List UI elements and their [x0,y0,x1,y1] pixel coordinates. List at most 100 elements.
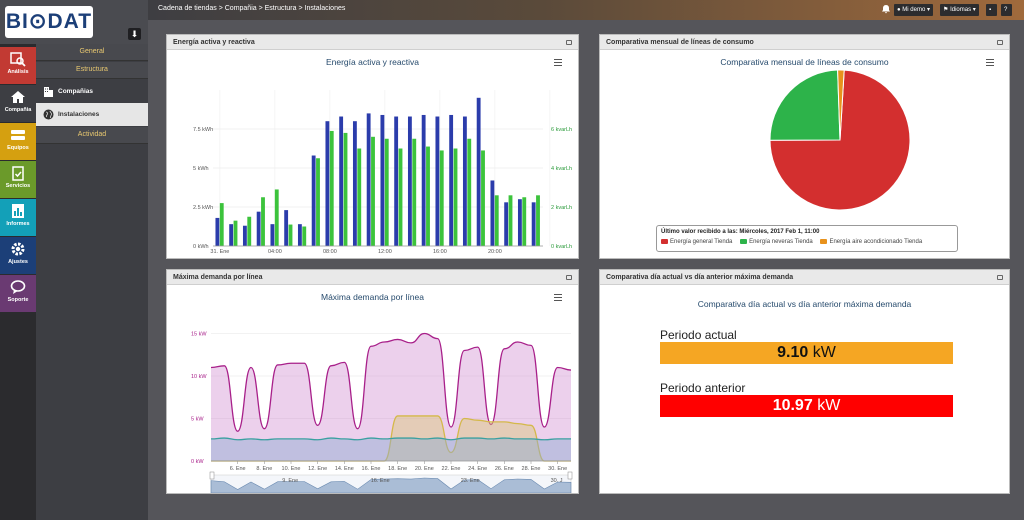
language-menu-button[interactable]: ⚑ Idiomas ▾ [940,4,979,16]
current-period-label: Periodo actual [660,328,737,342]
maximize-icon[interactable] [997,40,1003,45]
bar-reactive [329,130,334,246]
legend-item[interactable]: Energía general Tienda [661,239,732,245]
y-tick-left: 7.5 kWh [193,127,213,133]
y-tick-right: 4 kvarLh [551,166,572,172]
energy-chart: 0 kWh 2.5 kWh 5 kWh 7.5 kWh 0 kvarLh 2 kvarLh… [193,90,572,255]
rail-label: Compañia [4,107,32,113]
submenu-item-label: Instalaciones [58,111,100,118]
bar-active [394,116,399,247]
chart-menu-icon[interactable] [554,294,562,301]
bar-reactive [274,189,279,246]
save-icon[interactable]: ▪ [986,4,997,16]
language-menu-label: Idiomas [950,7,972,13]
bar-active [297,224,302,246]
chart-menu-icon[interactable] [986,59,994,66]
y-tick: 15 kW [191,332,207,338]
panel-title: Comparativa mensual de líneas de consumo [606,39,754,46]
chart-title: Comparativa mensual de líneas de consumo [720,57,889,67]
brand-logo[interactable]: BI⊙DAT [5,6,93,38]
maximize-icon[interactable] [566,275,572,280]
bar-reactive [288,224,293,246]
bar-active [284,210,289,246]
bar-active [517,199,522,246]
rail-informes[interactable]: Informes [0,199,36,236]
bar-active [490,180,495,246]
rail-label: Ajustes [8,259,28,265]
user-menu-button[interactable]: ● Mi demo ▾ [894,4,933,16]
y-tick-left: 5 kWh [193,166,209,172]
submenu-general[interactable]: General [36,44,148,61]
bar-active [407,116,412,247]
panel-header: Energía activa y reactiva [167,35,578,50]
panel-title: Comparativa día actual vs día anterior m… [606,274,794,281]
maximize-icon[interactable] [566,40,572,45]
clipboard-check-icon [12,166,24,181]
bar-reactive [508,195,513,246]
bar-reactive [233,220,238,246]
report-icon [12,204,24,218]
y-tick-right: 2 kvarLh [551,205,572,211]
y-tick-right: 0 kvarLh [551,244,572,250]
bar-reactive [384,138,389,246]
user-menu-label: Mi demo [902,7,926,13]
panel-header: Comparativa día actual vs día anterior m… [600,270,1009,285]
dashboard-content: Energía activa y reactiva Energía activa… [148,20,1024,520]
bar-active [476,97,481,246]
help-icon[interactable]: ? [1001,4,1012,16]
previous-period-value: 10.97 [772,397,813,414]
navigator-label: 23. Ene [461,478,480,484]
bar-reactive [536,195,540,246]
chart-magnifier-icon [10,52,26,67]
x-tick: 8. Ene [256,466,272,472]
legend-item[interactable]: Energía neveras Tienda [740,239,813,245]
x-tick: 18. Ene [388,466,407,472]
panel-comparativa-dia: Comparativa día actual vs día anterior m… [599,269,1010,494]
pie-slice [837,70,845,141]
rail-label: Soporte [7,297,29,303]
submenu-item-companias[interactable]: Compañias [36,80,148,103]
bar-reactive [371,136,375,246]
bar-active [380,114,385,247]
chart-title: Energía activa y reactiva [325,57,420,67]
submenu-item-instalaciones[interactable]: Instalaciones [36,103,148,126]
gear-icon [11,242,25,256]
current-period-value-bar: 9.10 kW [660,342,953,364]
maximize-icon[interactable] [997,275,1003,280]
pie-chart [769,70,911,211]
rail-soporte[interactable]: Soporte [0,275,36,312]
area-fill [211,438,571,461]
rail-equipos[interactable]: Equipos [0,123,36,160]
bar-active [449,114,454,247]
bar-active [462,116,467,247]
x-tick: 14. Ene [335,466,354,472]
navigator-handle-left [209,471,215,480]
bar-active [229,224,234,246]
flag-icon: ⚑ [943,7,949,13]
breadcrumb: Cadena de tiendas > Compañia > Estructur… [158,5,346,12]
y-tick: 5 kW [191,417,204,423]
rail-ajustes[interactable]: Ajustes [0,237,36,274]
rail-analisis[interactable]: Análisis [0,47,36,84]
bar-active [352,121,357,246]
legend-item[interactable]: Energía aire acondicionado Tienda [820,239,922,245]
navigator-handle-right [567,471,573,480]
x-tick: 20:00 [488,249,502,255]
demand-chart: 0 kW 5 kW 10 kW 15 kW 6. Ene 8. Ene 10. Ene 12.… [191,332,573,493]
panel-title: Máxima demanda por línea [173,274,263,281]
rail-compania[interactable]: Compañia [0,85,36,122]
submenu-actividad[interactable]: Actividad [36,127,148,144]
bell-icon[interactable] [878,4,894,16]
x-tick: 30. Ene [548,466,567,472]
rail-servicios[interactable]: Servicios [0,161,36,198]
submenu-estructura[interactable]: Estructura [36,62,148,79]
chart-menu-icon[interactable] [554,59,562,66]
bar-reactive [302,226,307,246]
collapse-menu-button[interactable]: ⬇ [128,28,141,40]
bar-reactive [412,138,417,246]
bar-active [325,121,330,246]
bar-reactive [522,197,527,246]
x-tick: 16. Ene [362,466,381,472]
globe-icon [43,109,54,120]
x-tick: 10. Ene [282,466,301,472]
